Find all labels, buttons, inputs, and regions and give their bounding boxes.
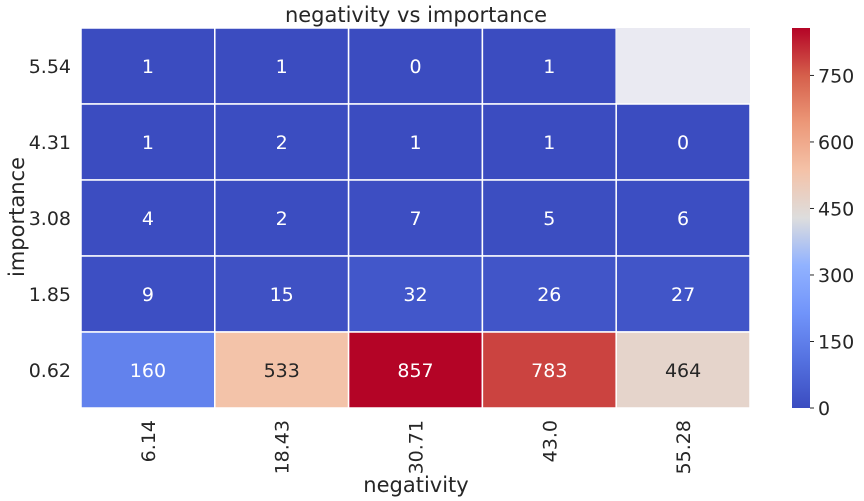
x-tick-label: 43.0: [539, 420, 561, 462]
heatmap-cell: [615, 331, 751, 409]
cell-value-label: 464: [665, 360, 701, 382]
cell-value-label: 2: [276, 208, 288, 230]
x-tick-label: 30.71: [406, 420, 428, 474]
cell-value-label: 857: [397, 360, 433, 382]
heatmap-cell: [80, 255, 216, 333]
cell-value-label: 9: [142, 284, 154, 306]
heatmap-cell: [80, 179, 216, 257]
heatmap-cell: [615, 103, 751, 181]
y-tick-label: 1.85: [29, 284, 71, 306]
heatmap-cell: [347, 331, 484, 409]
cell-value-label: 5: [543, 208, 555, 230]
heatmap-cell: [481, 331, 617, 409]
x-tick-labels: 6.14 18.43 30.71 43.0 55.28: [138, 420, 695, 474]
heatmap-cell: [615, 179, 751, 257]
y-axis-label: importance: [5, 157, 29, 277]
x-axis-label: negativity: [363, 473, 468, 497]
colorbar-tick-label: 450: [818, 198, 854, 220]
heatmap-cell: [481, 103, 617, 181]
colorbar-tick-label: 300: [818, 265, 854, 287]
cell-value-label: 783: [531, 360, 567, 382]
x-tick-label: 55.28: [673, 420, 695, 474]
heatmap-cell: [616, 28, 750, 104]
cell-value-label: 1: [543, 56, 555, 78]
cell-value-label: 1: [543, 132, 555, 154]
chart-title: negativity vs importance: [285, 3, 547, 27]
cell-value-label: 533: [264, 360, 300, 382]
cell-value-label: 1: [142, 132, 154, 154]
colorbar-tick-label: 600: [818, 132, 854, 154]
heatmap-cell: [481, 179, 617, 257]
cell-value-label: 15: [270, 284, 294, 306]
cell-value-label: 27: [671, 284, 695, 306]
cell-value-label: 26: [537, 284, 561, 306]
cell-value-label: 32: [403, 284, 427, 306]
x-tick-label: 6.14: [138, 420, 160, 462]
y-tick-label: 0.62: [29, 360, 71, 382]
heatmap-cells: [80, 27, 751, 409]
cell-value-label: 0: [677, 132, 689, 154]
heatmap-cell: [80, 331, 216, 409]
colorbar-tick-labels: 0 150 300 450 600 750: [810, 65, 854, 420]
cell-value-label: 4: [142, 208, 154, 230]
cell-value-label: 2: [276, 132, 288, 154]
colorbar-tick-label: 0: [818, 398, 830, 420]
heatmap-cell: [214, 27, 350, 105]
colorbar-tick-label: 750: [818, 65, 854, 87]
y-tick-label: 4.31: [29, 132, 71, 154]
cell-value-label: 160: [130, 360, 166, 382]
heatmap-cell: [214, 255, 350, 333]
cell-value-label: 1: [276, 56, 288, 78]
cell-value-label: 1: [142, 56, 154, 78]
cell-value-label: 0: [409, 56, 421, 78]
colorbar: [792, 28, 810, 408]
heatmap-cell: [481, 255, 617, 333]
heatmap-cell: [347, 179, 484, 257]
cell-value-label: 1: [409, 132, 421, 154]
heatmap-cell: [481, 27, 617, 105]
heatmap-cell: [214, 331, 350, 409]
heatmap-cell: [347, 255, 484, 333]
heatmap-cell: [347, 27, 484, 105]
heatmap-cell: [615, 255, 751, 333]
x-tick-label: 18.43: [272, 420, 294, 474]
y-tick-label: 5.54: [29, 56, 71, 78]
cell-value-label: 7: [409, 208, 421, 230]
cell-value-label: 6: [677, 208, 689, 230]
y-tick-label: 3.08: [29, 208, 71, 230]
y-tick-labels: 5.54 4.31 3.08 1.85 0.62: [29, 56, 71, 382]
heatmap-cell: [80, 27, 216, 105]
heatmap-cell: [347, 103, 484, 181]
colorbar-tick-label: 150: [818, 331, 854, 353]
